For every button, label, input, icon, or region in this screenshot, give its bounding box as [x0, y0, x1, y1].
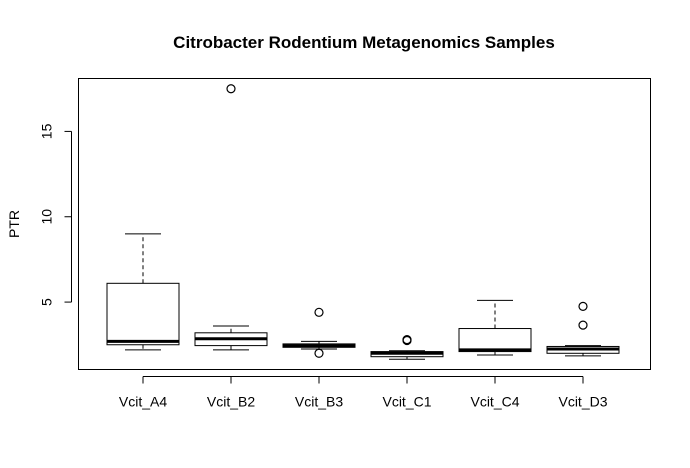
x-tick-label: Vcit_B3 — [295, 394, 343, 410]
outlier-point — [578, 301, 588, 311]
box-group-Vcit_B2 — [194, 84, 268, 351]
x-tick-label: Vcit_C4 — [470, 394, 519, 410]
outlier-point — [314, 348, 324, 358]
iqr-box — [106, 282, 180, 346]
y-tick-label: 15 — [39, 123, 55, 139]
x-axis: Vcit_A4 Vcit_B2 Vcit_B3 Vcit_C1 Vcit_C4 Vcit_… — [119, 376, 608, 410]
outlier-point — [226, 84, 236, 94]
y-tick-label: 10 — [39, 209, 55, 225]
boxes-layer — [106, 84, 620, 360]
box-group-Vcit_D3 — [546, 301, 620, 357]
iqr-box — [458, 328, 532, 353]
x-tick-label: Vcit_A4 — [119, 394, 167, 410]
outlier-point — [402, 335, 412, 345]
y-axis-label: PTR — [6, 210, 22, 238]
x-tick-label: Vcit_B2 — [207, 394, 255, 410]
y-tick-label: 5 — [39, 298, 55, 306]
outlier-point — [578, 320, 588, 330]
plot-frame — [78, 78, 651, 370]
box-group-Vcit_B3 — [282, 307, 356, 358]
chart-title: Citrobacter Rodentium Metagenomics Sampl… — [173, 33, 555, 52]
x-tick-label: Vcit_D3 — [558, 394, 607, 410]
outlier-point — [314, 307, 324, 317]
box-group-Vcit_C4 — [458, 299, 532, 356]
y-axis: 5 10 15 — [39, 123, 72, 306]
box-group-Vcit_C1 — [370, 335, 444, 360]
box-group-Vcit_A4 — [106, 233, 180, 351]
x-tick-label: Vcit_C1 — [382, 394, 431, 410]
